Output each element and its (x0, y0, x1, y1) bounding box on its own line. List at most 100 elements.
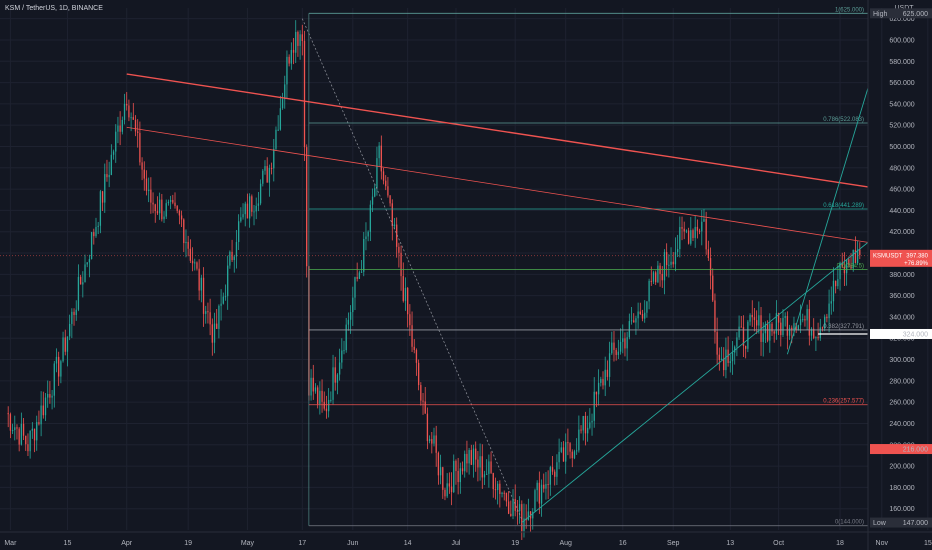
marker-price-tag: 324.000 (903, 331, 928, 338)
candle-body (216, 323, 218, 329)
candle-body (277, 129, 279, 131)
candle-body (698, 230, 701, 232)
x-tick-label: 13 (726, 540, 734, 547)
candle-body (503, 492, 505, 494)
candle-body (400, 252, 402, 277)
candle-body (365, 236, 367, 239)
candle-body (769, 323, 771, 341)
x-tick-label: 17 (298, 540, 306, 547)
candle-body (176, 206, 178, 211)
candle-body (475, 448, 477, 460)
candle-body (477, 459, 479, 468)
candle-body (404, 287, 407, 301)
candle-body (600, 378, 602, 383)
candle-body (189, 248, 192, 261)
candle-body (859, 249, 861, 256)
x-tick-label: 18 (836, 540, 844, 547)
candle-body (117, 125, 119, 132)
candle-body (341, 350, 343, 363)
candle-body (466, 453, 468, 464)
candle-body (444, 489, 446, 497)
candle-body (292, 49, 295, 53)
candle-body (839, 262, 841, 280)
candle-body (9, 414, 12, 431)
candle-body (806, 309, 808, 321)
candle-body (648, 280, 650, 302)
candle-body (257, 203, 260, 206)
candle-body (595, 391, 598, 395)
candle-body (268, 167, 271, 183)
candle-body (27, 444, 29, 452)
candle-body (93, 232, 95, 237)
candle-body (701, 221, 703, 232)
candle-body (433, 435, 435, 444)
candle-body (360, 271, 363, 273)
candle-body (202, 277, 205, 314)
candle-body (413, 346, 415, 350)
candle-body (49, 394, 51, 398)
candle-body (95, 226, 97, 237)
candle-body (716, 332, 718, 355)
candle-body (352, 297, 354, 313)
candle-body (505, 492, 508, 502)
candle-body (25, 435, 27, 445)
high-price-tag: 625.000 (903, 11, 928, 18)
y-tick-label: 360.000 (889, 293, 914, 300)
candle-body (775, 313, 778, 334)
candle-body (73, 311, 75, 315)
candle-body (771, 323, 773, 332)
resistance-line-lower (126, 126, 869, 243)
candle-body (740, 326, 742, 328)
candle-body (205, 311, 207, 314)
candle-body (457, 470, 459, 483)
candle-body (130, 117, 132, 119)
candle-body (580, 429, 582, 431)
candle-body (692, 230, 694, 238)
candle-body (36, 422, 38, 441)
candle-body (47, 394, 49, 398)
candle-body (424, 401, 426, 414)
candle-body (725, 349, 727, 371)
candle-body (152, 202, 154, 205)
candle-body (802, 319, 804, 321)
candle-body (435, 435, 437, 453)
candle-body (55, 356, 58, 364)
candle-body (782, 317, 784, 336)
candle-body (470, 450, 472, 465)
candle-body (253, 211, 255, 213)
candle-body (492, 472, 494, 490)
candle-body (461, 468, 464, 472)
symbol-title: KSM / TetherUS, 1D, BINANCE (5, 5, 103, 12)
candle-body (622, 338, 624, 342)
candle-body (251, 196, 253, 212)
candle-body (187, 241, 189, 249)
candle-body (762, 333, 764, 342)
candle-body (804, 319, 806, 321)
candle-body (235, 242, 238, 257)
candle-body (387, 186, 389, 196)
candle-body (705, 218, 707, 250)
candle-body (448, 483, 451, 487)
candle-body (523, 518, 525, 532)
candle-body (396, 224, 398, 247)
candle-body (38, 422, 40, 425)
candle-body (44, 397, 47, 416)
candle-body (791, 327, 793, 331)
low-price-tag: 147.000 (903, 520, 928, 527)
current-symbol: KSMUSDT (873, 253, 903, 259)
y-tick-label: 240.000 (889, 421, 914, 428)
y-tick-label: 620.000 (889, 16, 914, 23)
candle-body (468, 450, 470, 464)
candle-body (224, 296, 227, 298)
candle-body (694, 226, 696, 238)
candle-body (237, 221, 240, 243)
candle-body (773, 331, 775, 334)
candle-body (51, 395, 53, 398)
candle-body (172, 199, 174, 203)
candle-body (635, 318, 637, 323)
candle-body (99, 191, 102, 226)
y-tick-label: 460.000 (889, 187, 914, 194)
candle-body (619, 341, 622, 352)
y-tick-label: 480.000 (889, 165, 914, 172)
